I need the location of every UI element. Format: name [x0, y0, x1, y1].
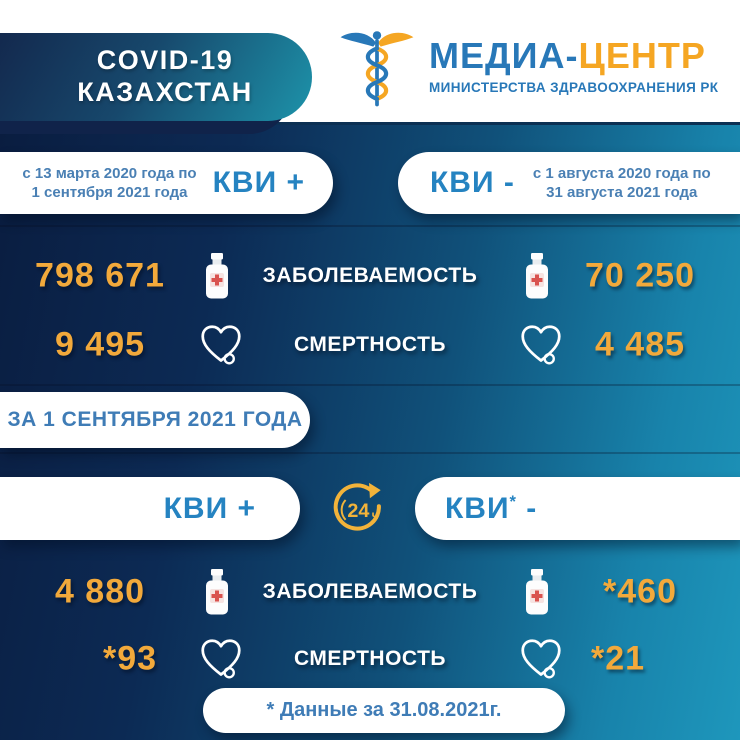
- medicine-bottle-icon: [206, 569, 228, 615]
- daily-deaths-metric-label: СМЕРТНОСТЬ: [293, 647, 446, 670]
- deaths-metric-label: СМЕРТНОСТЬ: [293, 333, 446, 356]
- heart-icon: [521, 325, 561, 365]
- kvi-plus-label: КВИ +: [212, 166, 305, 199]
- clock-unit: ч: [372, 509, 379, 522]
- daily-kvi-plus-pill: КВИ +: [0, 477, 300, 540]
- logo-title-media: МЕДИА-: [429, 35, 579, 76]
- kvi-plus-period-pill: с 13 марта 2020 года по 1 сентября 2021 …: [0, 152, 333, 214]
- daily-kvi-minus-word: КВИ: [445, 491, 510, 525]
- badge-line2: КАЗАХСТАН: [77, 77, 253, 107]
- section-divider: [0, 225, 740, 227]
- kvi-minus-period-line1: с 1 августа 2020 года по: [532, 164, 711, 182]
- daily-kvi-minus-asterisk: *: [509, 492, 517, 511]
- kvi-plus-period-line2: 1 сентября 2021 года: [31, 184, 188, 201]
- daily-kvi-minus-pill: КВИ* -: [415, 477, 740, 540]
- covid-kazakhstan-badge: COVID-19 КАЗАХСТАН: [0, 33, 312, 121]
- heart-icon: [201, 325, 241, 365]
- cumulative-deaths-row: 9 495 СМЕРТНОСТЬ 4 485: [0, 320, 740, 370]
- daily-date-pill: ЗА 1 СЕНТЯБРЯ 2021 ГОДА: [0, 392, 310, 448]
- daily-cases-kvi-minus-value: *460: [603, 572, 677, 611]
- cumulative-cases-row: 798 671 ЗАБОЛЕВАЕМОСТЬ 70 250: [0, 250, 740, 302]
- daily-deaths-row: *93 СМЕРТНОСТЬ *21: [0, 636, 740, 682]
- daily-cases-kvi-plus-value: 4 880: [54, 572, 146, 611]
- medicine-bottle-icon: [526, 569, 548, 615]
- cases-kvi-minus-value: 70 250: [585, 256, 695, 295]
- deaths-kvi-minus-value: 4 485: [594, 325, 686, 364]
- daily-deaths-kvi-minus-value: *21: [590, 639, 646, 678]
- logo-subtitle: МИНИСТЕРСТВА ЗДРАВООХРАНЕНИЯ РК: [429, 80, 719, 95]
- badge-line1: COVID-19: [96, 45, 234, 76]
- daily-kvi-minus-label: КВИ* -: [445, 492, 537, 526]
- logo-text: МЕДИА-ЦЕНТР МИНИСТЕРСТВА ЗДРАВООХРАНЕНИЯ…: [429, 22, 719, 96]
- medicine-bottle-icon: [526, 253, 548, 299]
- media-center-logo: МЕДИА-ЦЕНТР МИНИСТЕРСТВА ЗДРАВООХРАНЕНИЯ…: [335, 22, 718, 116]
- caduceus-icon: [340, 31, 414, 107]
- logo-title: МЕДИА-ЦЕНТР: [429, 38, 718, 74]
- heart-icon: [521, 639, 561, 679]
- 24h-clock-icon: 24 ч: [333, 482, 381, 531]
- kvi-minus-period: с 1 августа 2020 года по 31 августа 2021…: [533, 164, 711, 203]
- kvi-minus-period-pill: КВИ - с 1 августа 2020 года по 31 август…: [398, 152, 740, 214]
- deaths-kvi-plus-value: 9 495: [54, 325, 146, 364]
- header: COVID-19 КАЗАХСТАН МЕДИА-ЦЕНТР МИНИСТЕРС…: [0, 0, 740, 134]
- footnote-pill: * Данные за 31.08.2021г.: [203, 688, 565, 733]
- heart-icon: [201, 639, 241, 679]
- section-divider: [0, 452, 740, 454]
- daily-cases-row: 4 880 ЗАБОЛЕВАЕМОСТЬ *460: [0, 566, 740, 618]
- kvi-minus-label: КВИ -: [430, 166, 515, 199]
- logo-title-center: ЦЕНТР: [578, 35, 706, 76]
- cases-metric-label: ЗАБОЛЕВАЕМОСТЬ: [262, 264, 478, 287]
- medicine-bottle-icon: [206, 253, 228, 299]
- daily-deaths-kvi-plus-value: *93: [102, 639, 158, 678]
- section-divider: [0, 384, 740, 386]
- kvi-plus-period-line1: с 13 марта 2020 года по: [22, 164, 197, 182]
- daily-cases-metric-label: ЗАБОЛЕВАЕМОСТЬ: [262, 580, 478, 603]
- clock-number: 24: [347, 500, 369, 522]
- daily-kvi-plus-label: КВИ +: [163, 491, 256, 525]
- daily-kvi-minus-sign: -: [516, 491, 538, 525]
- kvi-minus-period-line2: 31 августа 2021 года: [546, 184, 698, 201]
- kvi-plus-period: с 13 марта 2020 года по 1 сентября 2021 …: [22, 164, 196, 203]
- cases-kvi-plus-value: 798 671: [35, 256, 165, 295]
